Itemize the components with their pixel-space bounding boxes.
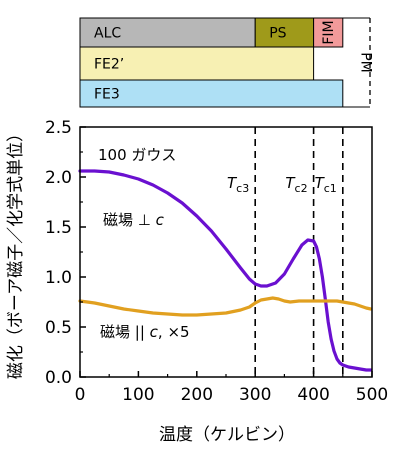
phase-label-0-2: FIM bbox=[321, 20, 337, 44]
phase-label-0-1: PS bbox=[269, 26, 286, 42]
y-tick-label: 2.0 bbox=[45, 168, 72, 188]
phase-band-2-0 bbox=[79, 79, 344, 108]
y-tick-label: 0.5 bbox=[45, 318, 72, 338]
phase-diagram: ALC PS FIM FE2’ FE3 PM bbox=[79, 17, 373, 108]
phase-label-1-0: FE2’ bbox=[94, 57, 124, 73]
phase-label-0-0: ALC bbox=[94, 26, 121, 42]
y-tick-label: 2.5 bbox=[45, 118, 72, 138]
phase-label-pm: PM bbox=[357, 52, 373, 73]
axis-ticks: 0 100 200 300 400 500 0.0 0.5 1.0 1.5 2.0 2.5 bbox=[45, 118, 388, 405]
series-label-perp: 磁場 ⊥ c bbox=[103, 211, 165, 229]
x-tick-label: 200 bbox=[181, 385, 213, 405]
y-tick-label: 1.0 bbox=[45, 268, 72, 288]
x-tick-label: 0 bbox=[75, 385, 86, 405]
transition-label-c1: Tc1 bbox=[315, 174, 337, 195]
transition-lines bbox=[254, 127, 344, 377]
phase-band-0-2 bbox=[313, 17, 344, 48]
phase-label-2-0: FE3 bbox=[94, 87, 120, 103]
x-tick-label: 100 bbox=[122, 385, 154, 405]
x-tick-label: 500 bbox=[356, 385, 388, 405]
transition-label-c2: Tc2 bbox=[285, 174, 307, 195]
phase-band-1-0 bbox=[79, 46, 315, 81]
phase-band-0-1 bbox=[254, 17, 315, 48]
series-line-1 bbox=[78, 296, 373, 317]
y-tick-label: 1.5 bbox=[45, 218, 72, 238]
series-label-parallel: 磁場 || c, ×5 bbox=[100, 323, 190, 341]
field-annotation: 100 ガウス bbox=[98, 146, 176, 164]
series-line-0 bbox=[78, 169, 373, 372]
y-tick-label: 0.0 bbox=[45, 368, 72, 388]
y-axis-title: 磁化（ボーア磁子／化学式単位） bbox=[6, 125, 26, 379]
x-tick-label: 400 bbox=[297, 385, 329, 405]
series-layer bbox=[78, 169, 373, 372]
x-axis-title: 温度（ケルビン） bbox=[159, 425, 295, 445]
x-tick-label: 300 bbox=[239, 385, 271, 405]
transition-label-c3: Tc3 bbox=[227, 174, 249, 195]
phase-band-0-0 bbox=[79, 17, 256, 48]
